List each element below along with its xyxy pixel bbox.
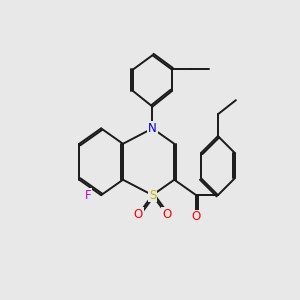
Text: F: F: [85, 189, 92, 202]
Text: O: O: [162, 208, 171, 221]
Text: O: O: [191, 211, 201, 224]
Text: O: O: [134, 208, 143, 221]
Text: N: N: [148, 122, 157, 135]
Text: S: S: [149, 189, 156, 202]
